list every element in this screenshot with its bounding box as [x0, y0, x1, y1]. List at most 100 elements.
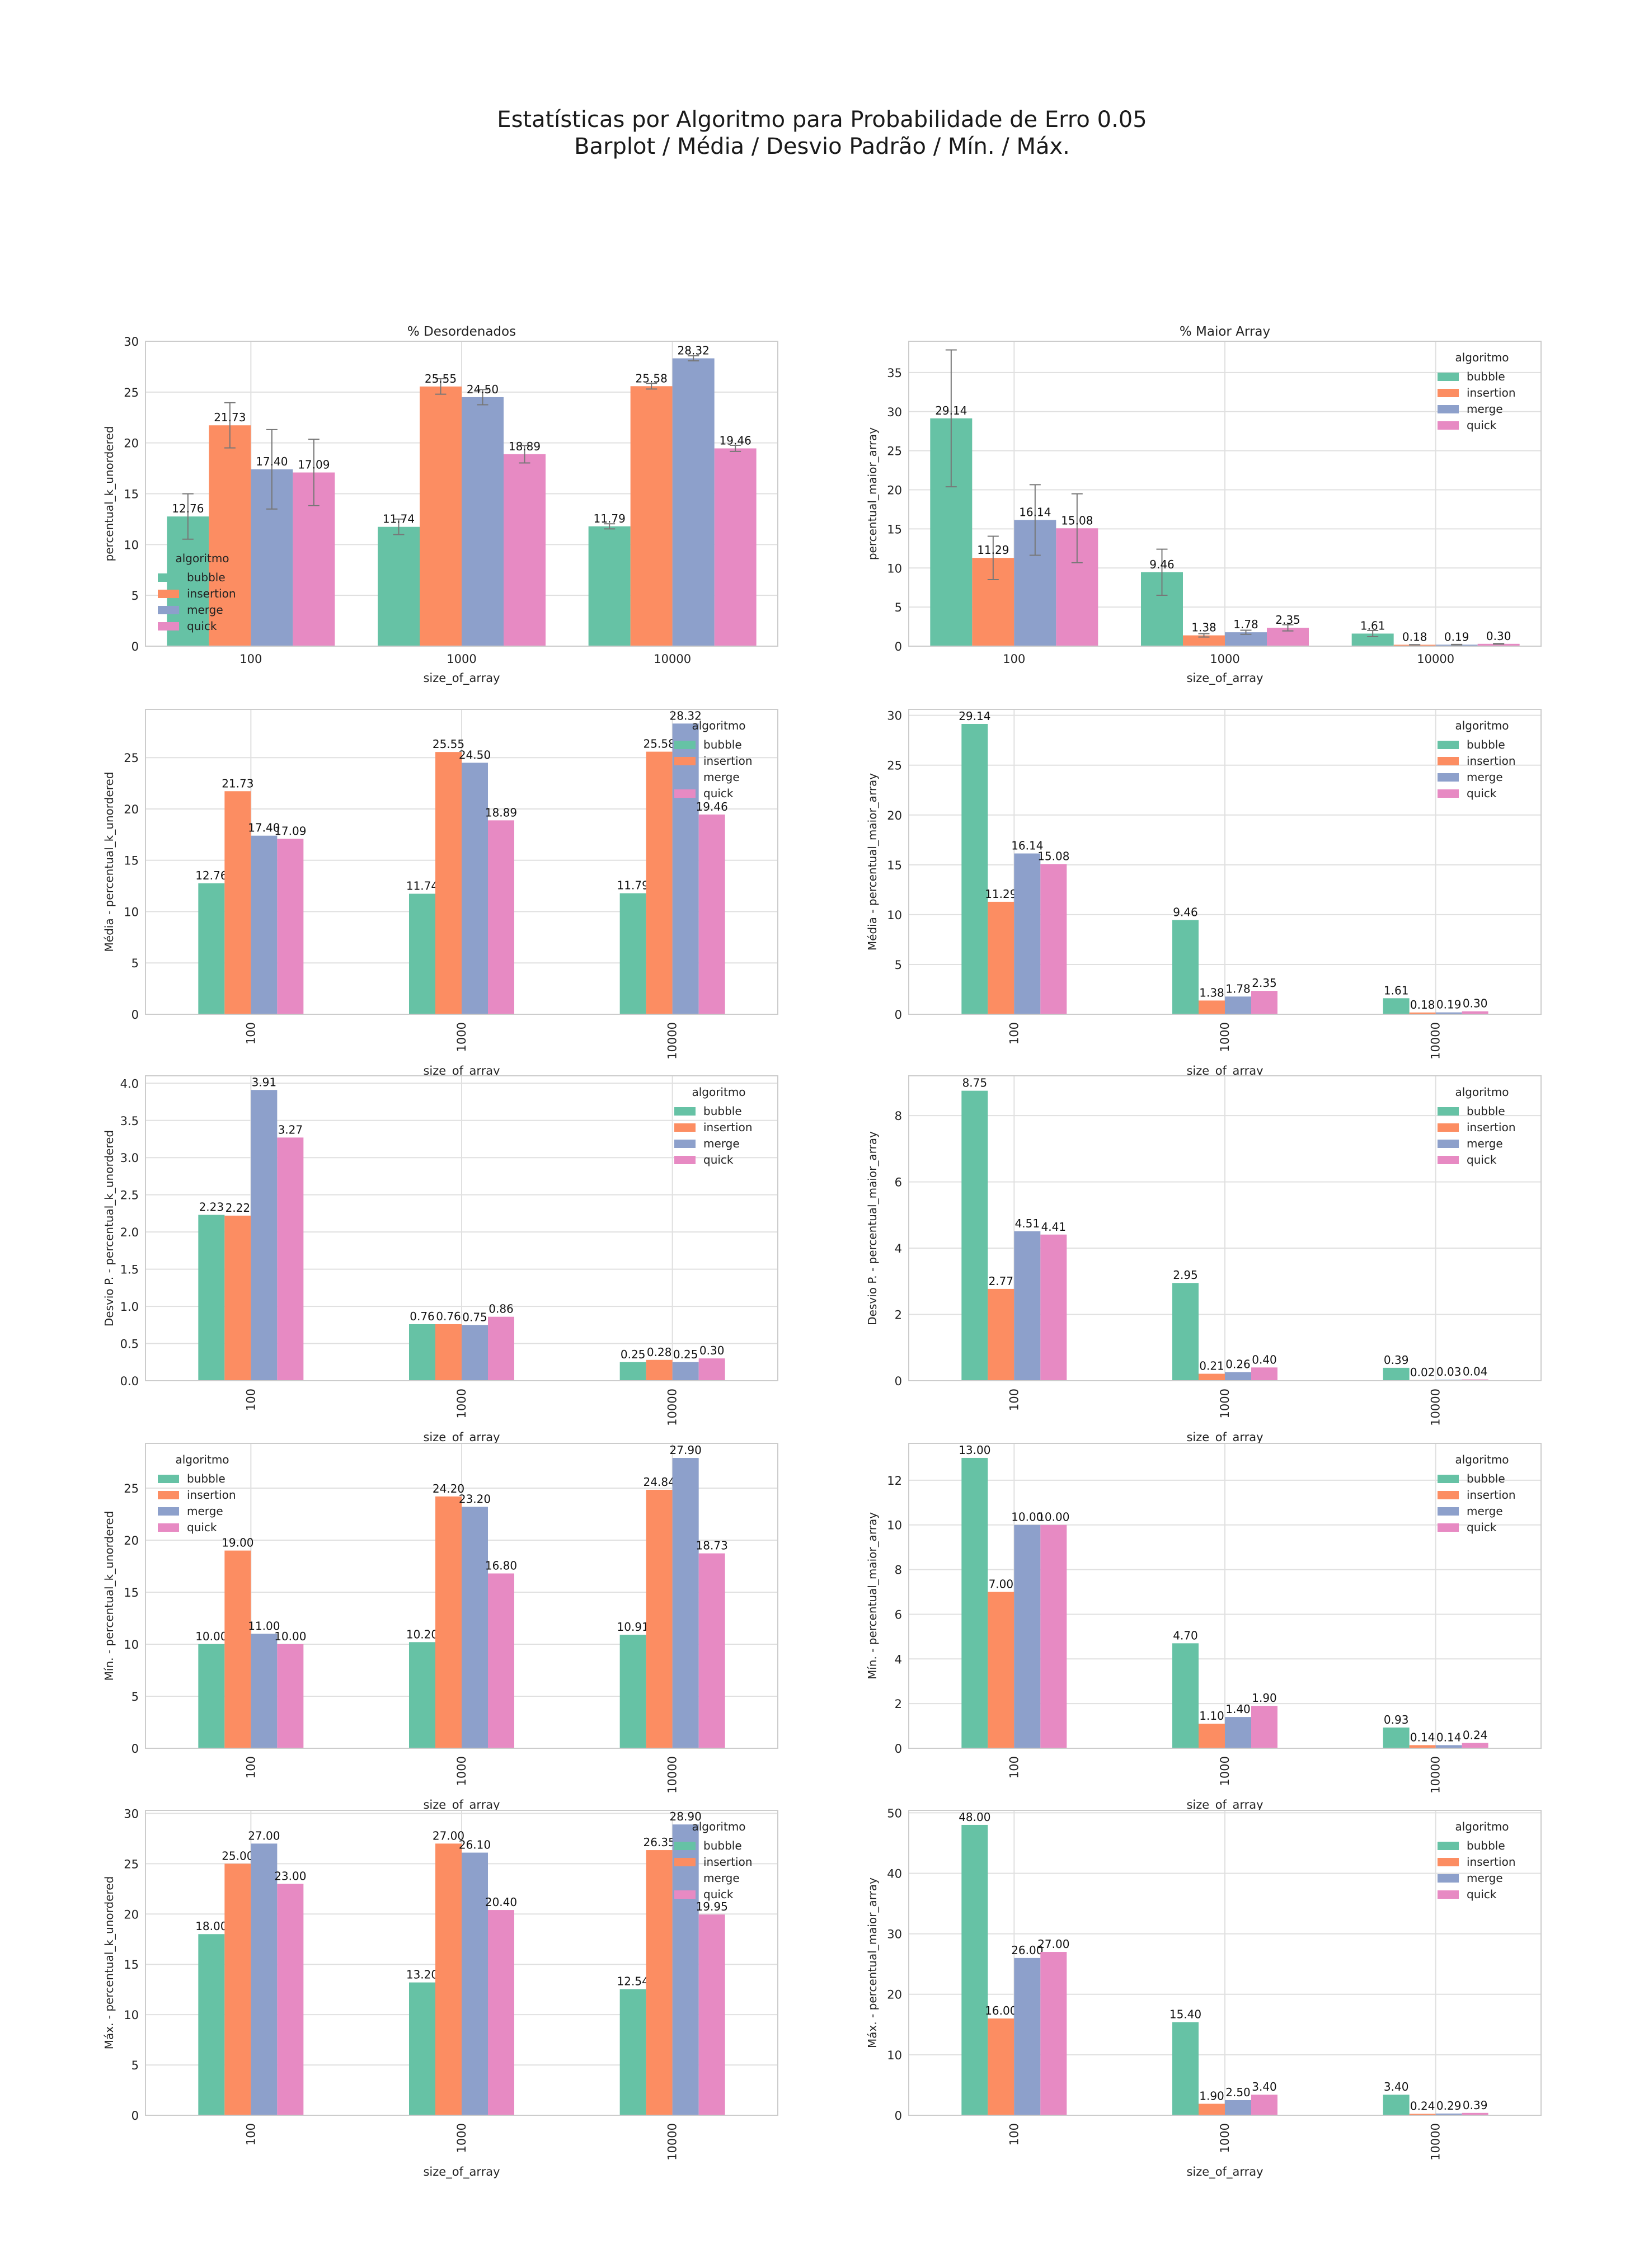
bar-insertion — [988, 2018, 1014, 2115]
legend-label-quick: quick — [1467, 418, 1497, 432]
legend-swatch-quick — [1438, 421, 1459, 430]
data-label: 0.18 — [1402, 630, 1427, 643]
x-axis-label: size_of_array — [423, 671, 500, 685]
y-axis-label: Média - percentual_k_unordered — [102, 772, 116, 952]
legend-label-quick: quick — [703, 787, 734, 800]
bar-quick — [488, 1910, 514, 2115]
data-label: 0.04 — [1463, 1365, 1488, 1378]
chart-c0: 0 5 10 15 20 25 30 100 1000 10000 12.76 11.74 11.79 2… — [102, 324, 778, 685]
bar-merge — [672, 1458, 699, 1748]
bar-insertion — [1183, 635, 1225, 646]
data-label: 48.00 — [959, 1810, 990, 1824]
data-label: 2.77 — [989, 1274, 1014, 1288]
bar-merge — [1014, 1958, 1041, 2115]
legend-label-bubble: bubble — [1467, 370, 1505, 383]
bar-merge — [672, 358, 715, 646]
legend-swatch-quick — [1438, 1156, 1459, 1164]
bar-bubble — [409, 1324, 435, 1381]
y-tick-label: 3.5 — [120, 1114, 139, 1128]
bar-insertion — [646, 1850, 673, 2115]
axes-frame — [145, 709, 778, 1015]
data-label: 13.00 — [959, 1443, 990, 1457]
legend-swatch-merge — [1438, 1507, 1459, 1516]
legend-swatch-merge — [1438, 405, 1459, 413]
bar-merge — [672, 1362, 699, 1381]
data-label: 25.55 — [433, 737, 464, 751]
legend: algoritmo bubble insertion merge quick — [674, 1085, 753, 1166]
data-label: 1.90 — [1252, 1691, 1277, 1705]
y-tick-label: 0 — [895, 2109, 902, 2123]
legend-swatch-merge — [674, 1140, 696, 1148]
data-label: 4.70 — [1173, 1629, 1198, 1642]
data-label: 9.46 — [1173, 906, 1198, 919]
y-tick-label: 8 — [895, 1109, 902, 1123]
x-tick-label: 100 — [1007, 2123, 1021, 2145]
data-label: 13.20 — [406, 1968, 438, 1982]
x-tick-label: 1000 — [1218, 2123, 1232, 2153]
legend-label-merge: merge — [187, 603, 223, 617]
bar-insertion — [988, 901, 1014, 1014]
bar-insertion — [224, 791, 251, 1014]
data-label: 17.09 — [274, 824, 306, 837]
x-tick-label: 1000 — [1218, 1389, 1232, 1418]
bar-quick — [714, 448, 757, 646]
chart-c4: 0.0 0.5 1.0 1.5 2.0 2.5 3.0 3.5 4.0 100 1000 10000 2… — [102, 1075, 778, 1444]
legend-label-merge: merge — [703, 1871, 740, 1885]
data-label: 1.38 — [1191, 621, 1216, 634]
x-tick-label: 10000 — [666, 1756, 679, 1794]
y-axis-label: Desvio P. - percentual_k_unordered — [102, 1130, 116, 1326]
bar-merge — [1225, 2100, 1251, 2115]
y-tick-label: 30 — [887, 406, 902, 419]
data-label: 3.40 — [1252, 2080, 1277, 2093]
data-label: 27.00 — [1037, 1937, 1069, 1951]
data-label: 2.35 — [1252, 976, 1277, 990]
y-tick-label: 0.0 — [120, 1375, 139, 1388]
y-tick-label: 2 — [895, 1309, 902, 1322]
legend-label-bubble: bubble — [703, 1839, 742, 1852]
data-label: 15.40 — [1169, 2007, 1201, 2021]
data-label: 0.76 — [410, 1310, 435, 1323]
y-tick-label: 25 — [887, 759, 902, 773]
data-label: 19.46 — [720, 434, 751, 447]
y-tick-label: 10 — [124, 2008, 139, 2022]
data-label: 4.41 — [1041, 1220, 1067, 1234]
data-label: 24.50 — [459, 748, 491, 761]
bar-insertion — [1199, 1000, 1225, 1014]
bar-merge — [1225, 1372, 1251, 1381]
y-tick-label: 30 — [124, 335, 139, 349]
data-label: 0.76 — [436, 1310, 461, 1323]
axes-frame — [908, 709, 1542, 1015]
x-tick-label: 10000 — [666, 2123, 679, 2161]
bar-merge — [251, 1634, 278, 1748]
bar-insertion — [988, 1592, 1014, 1748]
bar-quick — [277, 1137, 304, 1381]
legend-swatch-insertion — [674, 757, 696, 765]
data-label: 0.30 — [699, 1344, 725, 1357]
legend-label-bubble: bubble — [1467, 1472, 1505, 1485]
figure-title: Estatísticas por Algoritmo para Probabil… — [0, 106, 1644, 160]
data-label: 27.00 — [433, 1829, 464, 1842]
x-tick-label: 10000 — [1429, 1389, 1443, 1426]
legend-swatch-merge — [158, 606, 179, 614]
data-label: 29.14 — [935, 404, 967, 417]
bar-quick — [1251, 991, 1277, 1014]
bar-quick — [698, 1914, 725, 2115]
y-tick-label: 5 — [131, 2059, 139, 2072]
y-tick-label: 0 — [131, 1742, 139, 1756]
x-tick-label: 100 — [239, 652, 262, 666]
legend-swatch-merge — [1438, 1140, 1459, 1148]
y-tick-label: 25 — [124, 1857, 139, 1871]
data-label: 7.00 — [989, 1578, 1014, 1591]
legend-title: algoritmo — [692, 1085, 745, 1099]
bar-quick — [488, 1573, 514, 1748]
legend: algoritmo bubble insertion merge quick — [1438, 1453, 1516, 1534]
x-tick-label: 10000 — [1429, 1022, 1443, 1060]
y-tick-label: 10 — [124, 905, 139, 919]
legend-title: algoritmo — [692, 719, 745, 732]
data-label: 23.00 — [274, 1869, 306, 1883]
y-tick-label: 20 — [124, 1534, 139, 1547]
bar-bubble — [409, 1982, 435, 2115]
legend-swatch-bubble — [1438, 1475, 1459, 1483]
legend-swatch-bubble — [674, 1842, 696, 1850]
bar-quick — [1462, 1743, 1488, 1748]
